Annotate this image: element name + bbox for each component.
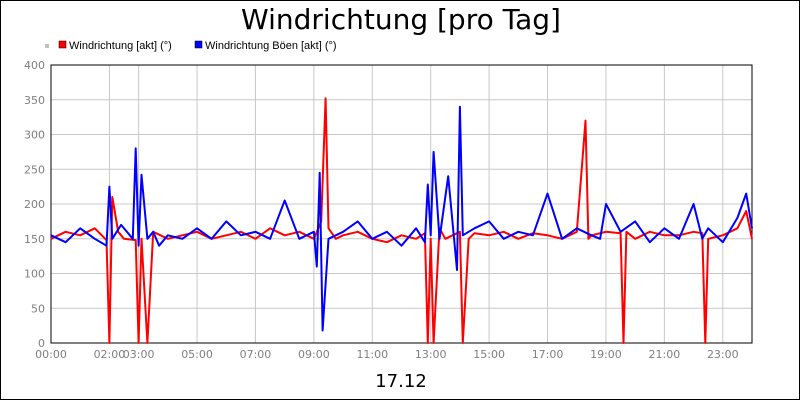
x-tick-label: 05:00 [181, 348, 213, 361]
y-tick-label: 400 [24, 59, 45, 72]
plot-area [50, 64, 753, 344]
legend: Windrichtung [akt] (°) Windrichtung Böen… [45, 40, 337, 52]
y-tick-label: 350 [24, 94, 45, 107]
y-tick-label: 300 [24, 129, 45, 142]
x-tick-label: 23:00 [707, 348, 739, 361]
legend-marker-icon [45, 44, 49, 48]
x-axis-label: 17.12 [375, 371, 427, 392]
legend-label-boeen: Windrichtung Böen [akt] (°) [205, 40, 337, 52]
x-tick-label: 19:00 [590, 348, 622, 361]
legend-swatch-boeen [194, 40, 203, 49]
y-tick-label: 200 [24, 198, 45, 211]
y-tick-label: 100 [24, 268, 45, 281]
y-tick-label: 0 [38, 337, 45, 350]
series-line-boeen [50, 105, 753, 332]
y-tick-label: 150 [24, 233, 45, 246]
x-tick-label: 09:00 [298, 348, 330, 361]
x-tick-label: 17:00 [532, 348, 564, 361]
series-group [50, 97, 753, 344]
x-tick-label: 13:00 [415, 348, 447, 361]
x-tick-label: 21:00 [649, 348, 681, 361]
x-tick-label: 03:00 [123, 348, 155, 361]
x-tick-label: 11:00 [356, 348, 388, 361]
grid [50, 64, 752, 344]
y-tick-label: 50 [31, 302, 45, 315]
y-axis: 0 50 100 150 200 250 300 350 400 [24, 59, 45, 350]
chart-title: Windrichtung [pro Tag] [241, 3, 561, 36]
y-tick-label: 250 [24, 163, 45, 176]
series-line-akt [50, 97, 753, 344]
legend-label-akt: Windrichtung [akt] (°) [69, 40, 172, 52]
x-tick-label: 00:00 [35, 348, 67, 361]
x-tick-label: 07:00 [240, 348, 272, 361]
x-tick-label: 15:00 [473, 348, 505, 361]
x-tick-label: 02:00 [94, 348, 126, 361]
legend-swatch-akt [58, 40, 67, 49]
plot-border [50, 64, 753, 344]
